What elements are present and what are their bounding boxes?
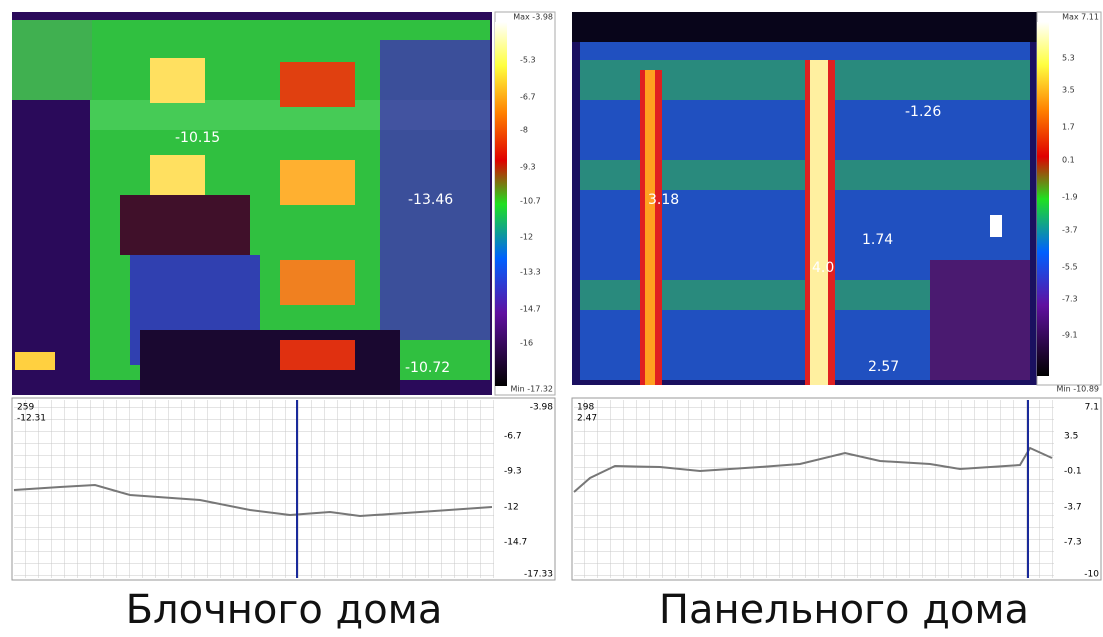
- profile-tick: -7.3: [1064, 538, 1082, 548]
- profile-tick: -9.3: [504, 467, 522, 477]
- spot-temp: 4.0: [812, 260, 834, 276]
- profile-tick: -12: [504, 503, 519, 513]
- spot-temp: -10.15: [175, 130, 220, 146]
- profile-min: -17.33: [524, 570, 553, 580]
- profile-grid: [574, 400, 1054, 578]
- scale-label: -8: [520, 126, 528, 135]
- scale-label: 1.7: [1062, 123, 1075, 132]
- scale-label: 0.1: [1062, 156, 1075, 165]
- scale-label: 5.3: [1062, 54, 1075, 63]
- spot-temp: 1.74: [862, 232, 893, 248]
- profile-position: 198: [577, 403, 594, 413]
- scale-label: -6.7: [520, 93, 536, 102]
- scale-label: -9.1: [1062, 331, 1078, 340]
- profile-line: [573, 446, 1053, 493]
- profile-line: [13, 483, 493, 518]
- caption: Блочного дома: [126, 587, 443, 633]
- scale-label: -16: [520, 339, 533, 348]
- spot-temp: -13.46: [408, 192, 453, 208]
- profile-position: 259: [17, 403, 34, 413]
- spot-temp: -10.72: [405, 360, 450, 376]
- scale-max: Max -3.98: [513, 13, 553, 22]
- thermal-image-left: [12, 12, 492, 395]
- thermal-image-right: [572, 12, 1037, 385]
- scale-max: Max 7.11: [1062, 13, 1099, 22]
- scale-label: -9.3: [520, 163, 536, 172]
- spot-temp: 3.18: [648, 192, 679, 208]
- spot-temp: 2.57: [868, 359, 899, 375]
- scale-label: -10.7: [520, 197, 541, 206]
- profile-value: 2.47: [577, 414, 597, 424]
- scale-label: -12: [520, 233, 533, 242]
- profile-value: -12.31: [17, 414, 46, 424]
- profile-max: -3.98: [530, 403, 554, 413]
- caption: Панельного дома: [659, 587, 1029, 633]
- palette: [495, 22, 507, 386]
- scale-min: Min -17.32: [510, 385, 553, 394]
- spot-temp: -1.26: [905, 104, 941, 120]
- profile-tick: 3.5: [1064, 432, 1078, 442]
- profile-tick: -0.1: [1064, 467, 1082, 477]
- palette: [1037, 22, 1049, 376]
- scale-label: -3.7: [1062, 226, 1078, 235]
- profile-tick: -3.7: [1064, 503, 1082, 513]
- scale-label: -5.5: [1062, 263, 1078, 272]
- profile-max: 7.1: [1085, 403, 1099, 413]
- profile-min: -10: [1084, 570, 1099, 580]
- scale-min: Min -10.89: [1056, 385, 1099, 394]
- profile-tick: -6.7: [504, 432, 522, 442]
- scale-label: -7.3: [1062, 295, 1078, 304]
- scale-label: -13.3: [520, 268, 541, 277]
- scale-label: 3.5: [1062, 86, 1075, 95]
- profile-tick: -14.7: [504, 538, 527, 548]
- profile-grid: [14, 400, 494, 578]
- scale-label: -14.7: [520, 305, 541, 314]
- scale-label: -5.3: [520, 56, 536, 65]
- scale-label: -1.9: [1062, 193, 1078, 202]
